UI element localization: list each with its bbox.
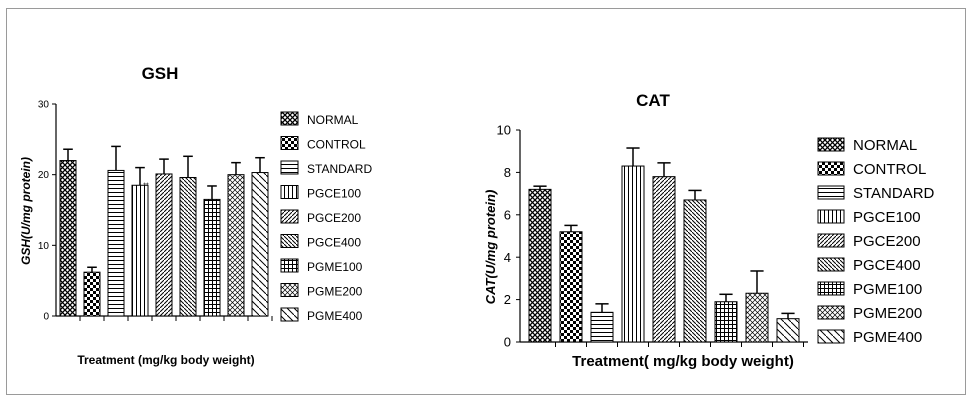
legend-swatch (280, 209, 299, 224)
bar-pgce100 (621, 165, 645, 343)
legend-label-pgme100: PGME100 (307, 260, 363, 274)
legend-label-normal: NORMAL (853, 137, 917, 154)
bar-pgce200 (652, 176, 676, 343)
y-axis-label: GSH(U/mg protein) (19, 157, 33, 265)
y-tick-label: 10 (38, 241, 50, 252)
bar-pgce200 (155, 173, 173, 317)
legend-swatch (817, 281, 845, 296)
chart-title: GSH (142, 64, 179, 83)
bar-pgme200 (227, 174, 245, 317)
y-tick-label: 2 (504, 292, 511, 307)
legend-label-control: CONTROL (307, 138, 366, 152)
bar-control (83, 271, 101, 317)
legend-label-pgme200: PGME200 (307, 285, 363, 299)
bar-control (559, 231, 583, 343)
legend-swatch (817, 257, 845, 272)
legend-swatch (280, 234, 299, 248)
legend-swatch (280, 111, 299, 126)
legend-label-control: CONTROL (853, 161, 926, 178)
legend-swatch (817, 329, 845, 344)
legend-swatch (817, 305, 845, 320)
bar-pgce100 (131, 184, 149, 317)
figure-frame (6, 8, 966, 395)
bar-pgme200 (745, 292, 769, 343)
legend-label-pgce400: PGCE400 (307, 236, 361, 250)
legend-label-standard: STANDARD (307, 162, 372, 176)
legend-swatch (280, 258, 299, 273)
legend-label-pgme100: PGME100 (853, 281, 922, 298)
y-axis-label: CAT(U/mg protein) (483, 190, 498, 305)
legend-swatch (280, 160, 299, 175)
x-axis-label: Treatment (mg/kg body weight) (77, 353, 254, 367)
y-tick-label: 30 (38, 100, 50, 111)
chart-title: CAT (636, 91, 670, 110)
legend-label-pgme400: PGME400 (853, 329, 922, 346)
y-tick-label: 0 (43, 312, 49, 323)
legend-label-normal: NORMAL (307, 113, 359, 127)
legend-swatch (280, 283, 299, 297)
legend-swatch (280, 185, 299, 199)
y-tick-label: 8 (504, 165, 511, 180)
legend-label-standard: STANDARD (853, 185, 935, 202)
legend-swatch (817, 209, 845, 224)
bar-normal (528, 188, 552, 343)
bar-pgce400 (179, 176, 197, 317)
legend-label-pgme400: PGME400 (307, 309, 363, 323)
legend-swatch (817, 233, 845, 248)
bar-pgme100 (203, 198, 221, 317)
legend-label-pgce200: PGCE200 (853, 233, 921, 250)
bar-standard (590, 311, 614, 343)
y-tick-label: 0 (504, 335, 511, 350)
bar-pgme400 (776, 318, 800, 343)
legend-swatch (280, 307, 299, 322)
legend-swatch (817, 137, 845, 152)
y-tick-label: 10 (497, 123, 511, 138)
legend-label-pgce200: PGCE200 (307, 211, 361, 225)
bar-normal (59, 160, 77, 317)
x-axis-label: Treatment( mg/kg body weight) (572, 353, 794, 370)
significance-label: ** (143, 182, 149, 189)
bar-pgme400 (251, 172, 269, 317)
bar-standard (107, 169, 125, 317)
bar-pgme100 (714, 301, 738, 343)
legend-label-pgce100: PGCE100 (307, 187, 361, 201)
legend-swatch (817, 161, 845, 176)
y-tick-label: 4 (504, 250, 511, 265)
y-tick-label: 20 (38, 170, 50, 181)
y-tick-label: 6 (504, 207, 511, 222)
legend-label-pgme200: PGME200 (853, 305, 922, 322)
legend-swatch (280, 136, 299, 150)
legend-label-pgce400: PGCE400 (853, 257, 921, 274)
bar-pgce400 (683, 199, 707, 343)
legend-swatch (817, 185, 845, 200)
legend-label-pgce100: PGCE100 (853, 209, 921, 226)
